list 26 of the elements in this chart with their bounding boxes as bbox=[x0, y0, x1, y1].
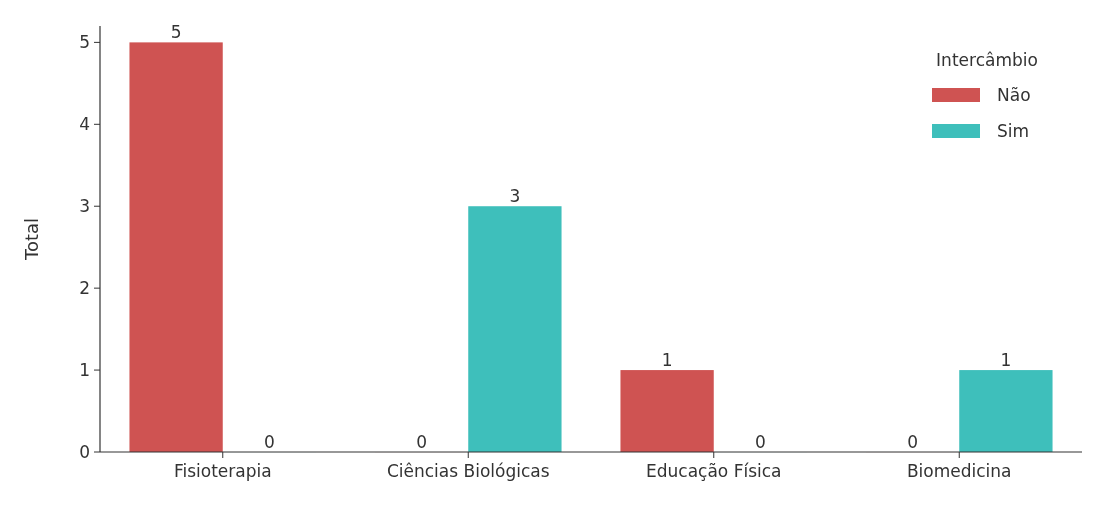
y-tick-label: 1 bbox=[79, 360, 90, 381]
bar bbox=[468, 206, 562, 452]
data-label: 0 bbox=[907, 432, 919, 452]
y-tick-label: 0 bbox=[79, 441, 90, 462]
legend-title: Intercâmbio bbox=[936, 50, 1038, 70]
data-label: 1 bbox=[1000, 350, 1012, 371]
y-tick-label: 4 bbox=[79, 114, 90, 135]
x-tick-label: Biomedicina bbox=[906, 461, 1012, 481]
legend-label: Não bbox=[997, 84, 1031, 105]
data-label: 0 bbox=[416, 432, 428, 452]
data-label: 3 bbox=[509, 186, 521, 207]
y-axis-title: Total bbox=[21, 217, 42, 262]
bar bbox=[620, 370, 714, 452]
x-tick-label: Fisioterapia bbox=[173, 461, 272, 481]
data-label: 0 bbox=[754, 432, 766, 452]
bar bbox=[129, 42, 223, 452]
bar bbox=[959, 370, 1053, 452]
y-tick-label: 3 bbox=[79, 196, 90, 217]
x-tick-label: Ciências Biológicas bbox=[386, 461, 550, 481]
x-tick-label: Educação Física bbox=[646, 461, 782, 481]
y-tick-label: 2 bbox=[79, 278, 90, 299]
data-label: 5 bbox=[170, 22, 182, 43]
y-tick-label: 5 bbox=[79, 32, 90, 53]
legend-label: Sim bbox=[997, 120, 1030, 141]
data-label: 1 bbox=[661, 350, 673, 371]
data-label: 0 bbox=[263, 432, 275, 452]
